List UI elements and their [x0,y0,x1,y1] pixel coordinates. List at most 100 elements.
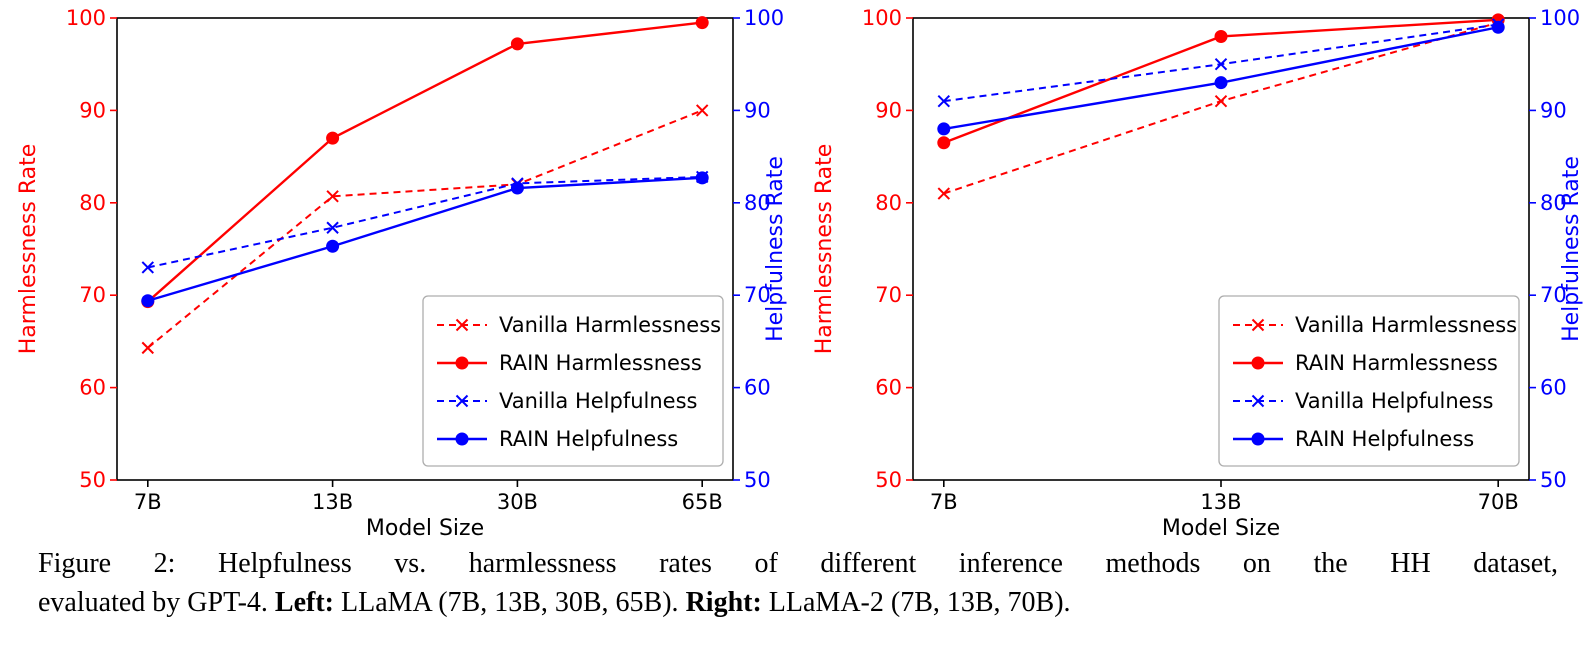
series-line [943,21,1499,195]
figure-2: 50 50 60 60 70 70 80 80 90 90 100 100 7B 13B 30B 65B Mod… [5,2,1591,622]
legend-entry-rain-helpfulness: RAIN Helpfulness [437,427,678,451]
x-marker [1214,94,1228,108]
x-marker [937,94,951,108]
x-marker [455,318,469,332]
x-tick-label: 7B [134,490,162,514]
legend: Vanilla Harmlessness RAIN Harmlessness Van… [422,295,724,467]
y-axis-label-left: Harmlessness Rate [16,144,41,355]
y-tick-label-right: 100 [1540,6,1580,30]
legend-label: Vanilla Harmlessness [1295,313,1517,337]
y-tick-label-left: 90 [875,98,902,122]
x-marker [695,104,709,117]
series-line [147,176,703,302]
legend-label: RAIN Helpfulness [1295,427,1474,451]
circle-marker [141,294,155,308]
caption-right-label: Right: [685,587,762,619]
legend-label: Vanilla Harmlessness [499,313,721,337]
y-axis-label-right: Helpfulness Rate [1559,156,1584,342]
series-vanilla-helpfulness [141,170,709,274]
x-marker [141,341,155,355]
x-marker [326,221,339,234]
charts-row: 50 50 60 60 70 70 80 80 90 90 100 100 7B 13B 30B 65B Mod… [5,2,1591,542]
y-axis-label-left: Harmlessness Rate [812,144,837,355]
x-marker [1251,318,1265,332]
circle-marker [510,181,524,195]
legend-label: RAIN Helpfulness [499,427,678,451]
y-axis-label-right: Helpfulness Rate [763,156,788,342]
y-tick-label-left: 70 [79,283,106,307]
x-marker [1214,57,1228,71]
series-vanilla-harmlessness [937,16,1505,200]
y-tick-label-left: 100 [862,6,902,30]
y-tick-label-left: 60 [79,376,106,400]
y-tick-label-right: 80 [1540,191,1567,215]
x-axis-label: Model Size [366,516,484,541]
y-tick-label-right: 50 [1540,468,1567,492]
y-tick-label-right: 70 [1540,283,1567,307]
circle-marker [937,122,951,136]
x-tick-label: 13B [312,490,353,514]
caption-prefix: evaluated by GPT-4. [38,587,275,619]
y-tick-label-right: 80 [744,191,771,215]
y-tick-label-right: 70 [744,283,771,307]
y-tick-label-right: 90 [1540,98,1567,122]
legend-entry-vanilla-helpfulness: Vanilla Helpfulness [437,389,698,413]
legend-entry-rain-harmlessness: RAIN Harmlessness [437,351,702,375]
y-tick-label-left: 80 [79,191,106,215]
circle-marker [326,239,340,253]
series-rain-helpfulness [937,20,1505,136]
series-rain-helpfulness [141,171,709,308]
circle-marker [695,16,709,30]
circle-marker [695,171,709,185]
series-line [147,21,703,303]
x-marker [937,187,951,200]
caption-right-text: LLaMA-2 (7B, 13B, 70B). [761,587,1071,619]
circle-marker [326,131,340,145]
x-tick-label: 65B [682,490,723,514]
x-tick-label: 70B [1478,490,1519,514]
circle-marker [1251,432,1265,446]
y-tick-label-left: 50 [875,468,902,492]
circle-marker [1251,356,1265,370]
caption-line-2: evaluated by GPT-4. Left: LLaMA (7B, 13B… [38,583,1558,622]
legend-entry-rain-harmlessness: RAIN Harmlessness [1233,351,1498,375]
legend-box [422,295,724,467]
legend-entry-vanilla-harmlessness: Vanilla Harmlessness [1233,313,1517,337]
chart-right-llama2: 50 50 60 60 70 70 80 80 90 90 100 100 7B 13B 70B Model … [801,2,1591,542]
circle-marker [455,432,469,446]
series-rain-harmlessness [141,16,709,309]
x-marker [455,394,469,408]
y-tick-label-left: 70 [875,283,902,307]
legend-entry-vanilla-harmlessness: Vanilla Harmlessness [437,313,721,337]
circle-marker [937,136,951,150]
y-tick-label-left: 80 [875,191,902,215]
circle-marker [1491,20,1505,34]
series-rain-harmlessness [937,13,1505,150]
caption-left-text: LLaMA (7B, 13B, 30B, 65B). [334,587,686,619]
circle-marker [1214,76,1228,90]
legend: Vanilla Harmlessness RAIN Harmlessness Van… [1218,295,1520,467]
plot-box [116,17,734,481]
legend-label: RAIN Harmlessness [499,351,702,375]
y-tick-label-right: 100 [744,6,784,30]
legend-entry-rain-helpfulness: RAIN Helpfulness [1233,427,1474,451]
y-tick-label-right: 60 [1540,376,1567,400]
chart-left-llama: 50 50 60 60 70 70 80 80 90 90 100 100 7B 13B 30B 65B Mod… [5,2,795,542]
series-line [147,175,703,269]
x-marker [141,261,155,274]
y-tick-label-right: 60 [744,376,771,400]
circle-marker [510,37,524,51]
x-marker [1251,394,1265,408]
circle-marker [455,356,469,370]
circle-marker [1214,29,1228,43]
legend-label: Vanilla Helpfulness [499,389,698,413]
legend-label: RAIN Harmlessness [1295,351,1498,375]
legend-entry-vanilla-helpfulness: Vanilla Helpfulness [1233,389,1494,413]
x-axis-label: Model Size [1162,516,1280,541]
legend-label: Vanilla Helpfulness [1295,389,1494,413]
x-tick-label: 13B [1200,490,1241,514]
y-tick-label-left: 50 [79,468,106,492]
y-tick-label-left: 90 [79,98,106,122]
y-tick-label-right: 90 [744,98,771,122]
legend-box [1218,295,1520,467]
